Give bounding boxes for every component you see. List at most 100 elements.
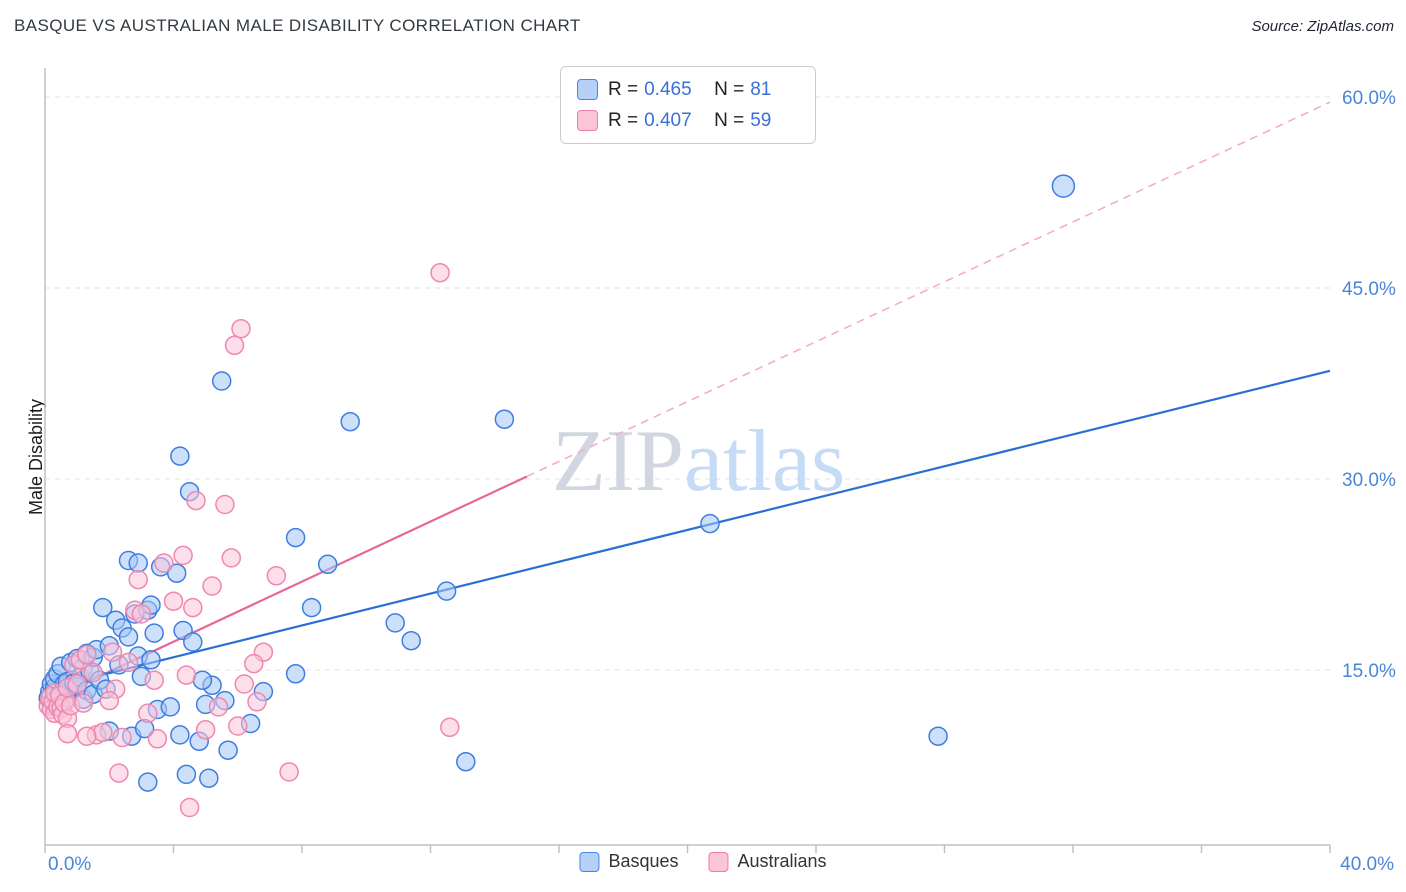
basques-trend-line — [44, 369, 1331, 691]
data-point-basques[interactable] — [199, 768, 219, 788]
data-point-basques[interactable] — [317, 554, 338, 575]
data-point-basques[interactable] — [170, 446, 190, 466]
r-value-basques: 0.465 — [644, 78, 692, 100]
australians-swatch — [577, 110, 598, 131]
n-value-australians: 59 — [750, 109, 772, 131]
data-point-basques[interactable] — [218, 740, 238, 760]
data-point-australians[interactable] — [144, 670, 164, 690]
australians-legend-label: Australians — [737, 851, 827, 871]
source-attribution: Source: ZipAtlas.com — [1251, 18, 1394, 35]
data-point-basques[interactable] — [93, 597, 113, 618]
data-point-australians[interactable] — [109, 763, 129, 783]
data-point-australians[interactable] — [173, 545, 193, 566]
data-point-basques[interactable] — [176, 764, 197, 785]
data-point-basques[interactable] — [928, 726, 948, 746]
data-point-basques[interactable] — [340, 411, 360, 432]
data-point-australians[interactable] — [234, 674, 254, 694]
data-point-basques[interactable] — [1051, 174, 1076, 198]
data-point-basques[interactable] — [138, 772, 158, 792]
data-point-australians[interactable] — [128, 569, 148, 590]
data-point-australians[interactable] — [77, 726, 97, 746]
data-point-basques[interactable] — [160, 697, 181, 717]
data-point-australians[interactable] — [163, 591, 184, 611]
series-legend: Basques Australians — [579, 851, 827, 872]
r-value-australians: 0.407 — [644, 109, 692, 131]
data-point-australians[interactable] — [83, 662, 103, 683]
data-point-basques[interactable] — [144, 623, 164, 643]
data-point-australians[interactable] — [102, 642, 123, 662]
page-title: BASQUE VS AUSTRALIAN MALE DISABILITY COR… — [14, 16, 581, 35]
legend-row-basques: R = 0.465 N = 81 — [577, 76, 799, 103]
data-point-australians[interactable] — [57, 723, 78, 744]
data-point-australians[interactable] — [73, 693, 94, 713]
data-point-australians[interactable] — [147, 729, 168, 749]
data-point-basques[interactable] — [118, 627, 139, 647]
data-point-australians[interactable] — [186, 490, 206, 511]
australians-legend-swatch — [708, 851, 729, 872]
data-point-australians[interactable] — [224, 335, 245, 356]
data-point-basques[interactable] — [183, 632, 203, 652]
data-point-basques[interactable] — [494, 409, 515, 429]
gridlines — [44, 96, 1331, 853]
zipatlas-watermark: ZIPatlas — [552, 413, 845, 510]
x-tick-max: 40.0% — [1340, 854, 1394, 875]
basques-swatch — [577, 79, 598, 100]
data-point-australians[interactable] — [215, 494, 235, 515]
data-point-australians[interactable] — [183, 597, 203, 618]
data-point-basques[interactable] — [456, 751, 476, 772]
n-value-basques: 81 — [750, 78, 772, 100]
r-label: R = — [608, 78, 639, 100]
data-point-australians[interactable] — [202, 576, 222, 596]
data-point-australians[interactable] — [208, 697, 229, 717]
data-point-basques[interactable] — [128, 553, 148, 573]
data-point-basques[interactable] — [285, 527, 306, 548]
data-point-australians[interactable] — [93, 722, 113, 743]
y-tick-60: 60.0% — [1342, 88, 1396, 109]
correlation-legend: R = 0.465 N = 81 R = 0.407 N = 59 — [560, 66, 816, 144]
data-point-basques[interactable] — [401, 630, 421, 651]
data-point-australians[interactable] — [179, 797, 200, 818]
data-point-basques[interactable] — [285, 664, 306, 684]
data-point-australians[interactable] — [176, 665, 197, 685]
data-point-australians[interactable] — [266, 566, 287, 586]
data-point-australians[interactable] — [231, 318, 251, 339]
x-tick-min: 0.0% — [48, 854, 91, 875]
data-point-australians[interactable] — [154, 553, 174, 573]
n-label: N = — [714, 109, 745, 131]
data-point-basques[interactable] — [166, 563, 187, 583]
data-point-australians[interactable] — [118, 652, 139, 673]
y-tick-15: 15.0% — [1342, 661, 1396, 682]
data-point-australians[interactable] — [244, 653, 264, 674]
data-point-basques[interactable] — [436, 581, 457, 601]
data-point-australians[interactable] — [228, 716, 248, 736]
legend-item-basques: Basques — [579, 851, 679, 872]
data-point-australians[interactable] — [247, 692, 267, 712]
legend-item-australians: Australians — [708, 851, 827, 872]
australians-trend-extension — [526, 101, 1331, 478]
data-point-australians[interactable] — [99, 690, 120, 711]
data-point-australians[interactable] — [67, 674, 87, 694]
data-point-australians[interactable] — [77, 644, 97, 665]
legend-row-australians: R = 0.407 N = 59 — [577, 107, 799, 134]
data-point-australians[interactable] — [440, 717, 460, 738]
data-point-australians[interactable] — [112, 727, 132, 748]
data-point-australians[interactable] — [221, 548, 242, 568]
data-point-australians[interactable] — [195, 720, 216, 740]
data-point-basques[interactable] — [385, 613, 405, 633]
data-point-basques[interactable] — [301, 597, 322, 618]
data-point-australians[interactable] — [138, 703, 158, 724]
trend-lines — [44, 101, 1331, 703]
data-points — [38, 174, 1076, 818]
data-point-basques[interactable] — [211, 371, 232, 391]
data-point-basques[interactable] — [700, 513, 720, 534]
basques-legend-label: Basques — [608, 851, 679, 871]
data-point-basques[interactable] — [192, 670, 213, 690]
data-point-australians[interactable] — [279, 762, 299, 782]
r-label: R = — [608, 109, 639, 131]
data-point-basques[interactable] — [170, 725, 190, 745]
data-point-basques[interactable] — [141, 650, 161, 670]
data-point-australians[interactable] — [131, 604, 152, 624]
data-point-australians[interactable] — [430, 262, 450, 283]
